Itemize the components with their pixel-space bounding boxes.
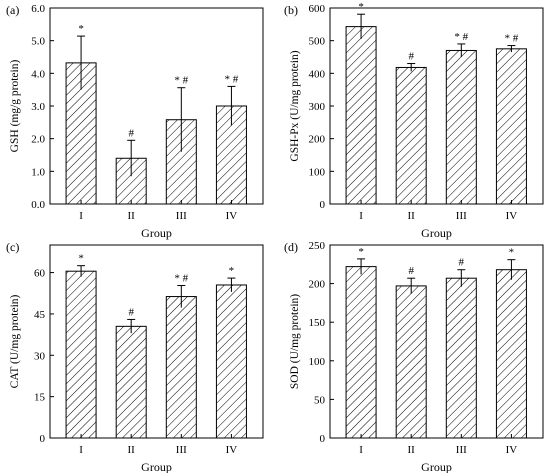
y-tick-label: 4.0 [31, 68, 45, 80]
x-tick-label: II [408, 210, 416, 222]
y-tick-label: 1.0 [31, 166, 45, 178]
y-tick-label: 0 [40, 433, 46, 445]
x-tick-label: I [79, 444, 83, 456]
x-tick-label: I [79, 210, 83, 222]
bar [495, 269, 527, 439]
y-tick-label: 0 [320, 433, 326, 445]
x-tick-label: IV [226, 444, 238, 456]
x-tick-label: III [456, 444, 467, 456]
y-tick-label: 2.0 [31, 134, 45, 146]
y-tick-label: 250 [309, 240, 326, 252]
y-tick-label: 3.0 [31, 101, 45, 113]
panel-label: (c) [6, 240, 19, 254]
bar [165, 296, 197, 439]
x-tick-label: I [359, 444, 363, 456]
significance-marker: # [128, 127, 134, 139]
x-tick-label: III [456, 210, 467, 222]
panel-label: (b) [284, 3, 298, 17]
x-tick-label: II [128, 444, 136, 456]
y-axis-label: GSH-Px (U/mg protein) [289, 50, 301, 161]
x-tick-label: III [176, 210, 187, 222]
panel-a: (a) 0.0 1.0 2.0 3.0 4.0 5.0 6.0 GSH (mg/g protei… [6, 3, 264, 240]
bar [445, 49, 477, 205]
panel-label: (d) [284, 240, 298, 254]
bar [65, 270, 97, 439]
bar [395, 66, 427, 205]
plot-frame [49, 244, 264, 439]
y-tick-label: 300 [309, 101, 326, 113]
y-tick-label: 30 [34, 350, 46, 362]
x-axis-label: Group [141, 226, 172, 240]
y-tick-label: 0 [320, 199, 326, 211]
y-axis-label: CAT (U/mg protein) [9, 294, 21, 388]
y-tick-label: 400 [309, 68, 326, 80]
y-tick-label: 50 [314, 394, 326, 406]
significance-marker: * # [174, 75, 188, 87]
significance-marker: * [358, 246, 364, 258]
x-tick-label: IV [226, 210, 238, 222]
significance-marker: # [408, 265, 414, 277]
y-tick-label: 45 [34, 309, 46, 321]
bar [445, 277, 477, 439]
significance-marker: * [229, 265, 235, 277]
significance-marker: * # [505, 33, 519, 45]
x-tick-label: IV [506, 444, 518, 456]
panel-d: (d) 0 50 100 150 200 250 SOD (U/mg protein) I * II… [284, 240, 544, 473]
bar [345, 266, 377, 439]
x-tick-label: IV [506, 210, 518, 222]
bar [495, 48, 527, 205]
y-axis-label: SOD (U/mg protein) [289, 294, 301, 389]
significance-marker: * # [454, 31, 468, 43]
panel-b: (b) 0 100 200 300 400 500 600 GSH-Px (U/mg prote… [284, 1, 544, 240]
significance-marker: # [408, 51, 414, 63]
significance-marker: * [509, 247, 515, 259]
x-tick-label: II [128, 210, 136, 222]
y-tick-label: 6.0 [31, 3, 45, 15]
plot-frame [329, 244, 544, 439]
significance-marker: * # [225, 73, 239, 85]
bar [115, 325, 147, 439]
significance-marker: # [459, 257, 465, 269]
y-tick-label: 100 [309, 166, 326, 178]
y-tick-label: 600 [309, 3, 326, 15]
y-tick-label: 5.0 [31, 36, 45, 48]
y-tick-label: 0.0 [31, 199, 45, 211]
bar [395, 285, 427, 439]
y-tick-label: 150 [309, 317, 326, 329]
significance-marker: * # [174, 273, 188, 285]
y-tick-label: 500 [309, 36, 326, 48]
y-tick-label: 100 [309, 356, 326, 368]
significance-marker: * [358, 1, 364, 13]
x-tick-label: III [176, 444, 187, 456]
significance-marker: * [78, 23, 84, 35]
x-tick-label: II [408, 444, 416, 456]
x-axis-label: Group [141, 460, 172, 473]
significance-marker: # [128, 306, 134, 318]
y-tick-label: 200 [309, 279, 326, 291]
bar [215, 284, 247, 439]
x-axis-label: Group [421, 460, 452, 473]
x-tick-label: I [359, 210, 363, 222]
y-tick-label: 60 [34, 268, 46, 280]
panel-c: (c) 0 15 30 45 60 CAT (U/mg protein) I * II # III * … [6, 240, 264, 473]
x-axis-label: Group [421, 226, 452, 240]
y-tick-label: 15 [34, 392, 46, 404]
panel-label: (a) [6, 3, 19, 17]
significance-marker: * [78, 253, 84, 265]
y-axis-label: GSH (mg/g protein) [9, 60, 21, 153]
y-tick-label: 200 [309, 134, 326, 146]
bar [345, 26, 377, 205]
